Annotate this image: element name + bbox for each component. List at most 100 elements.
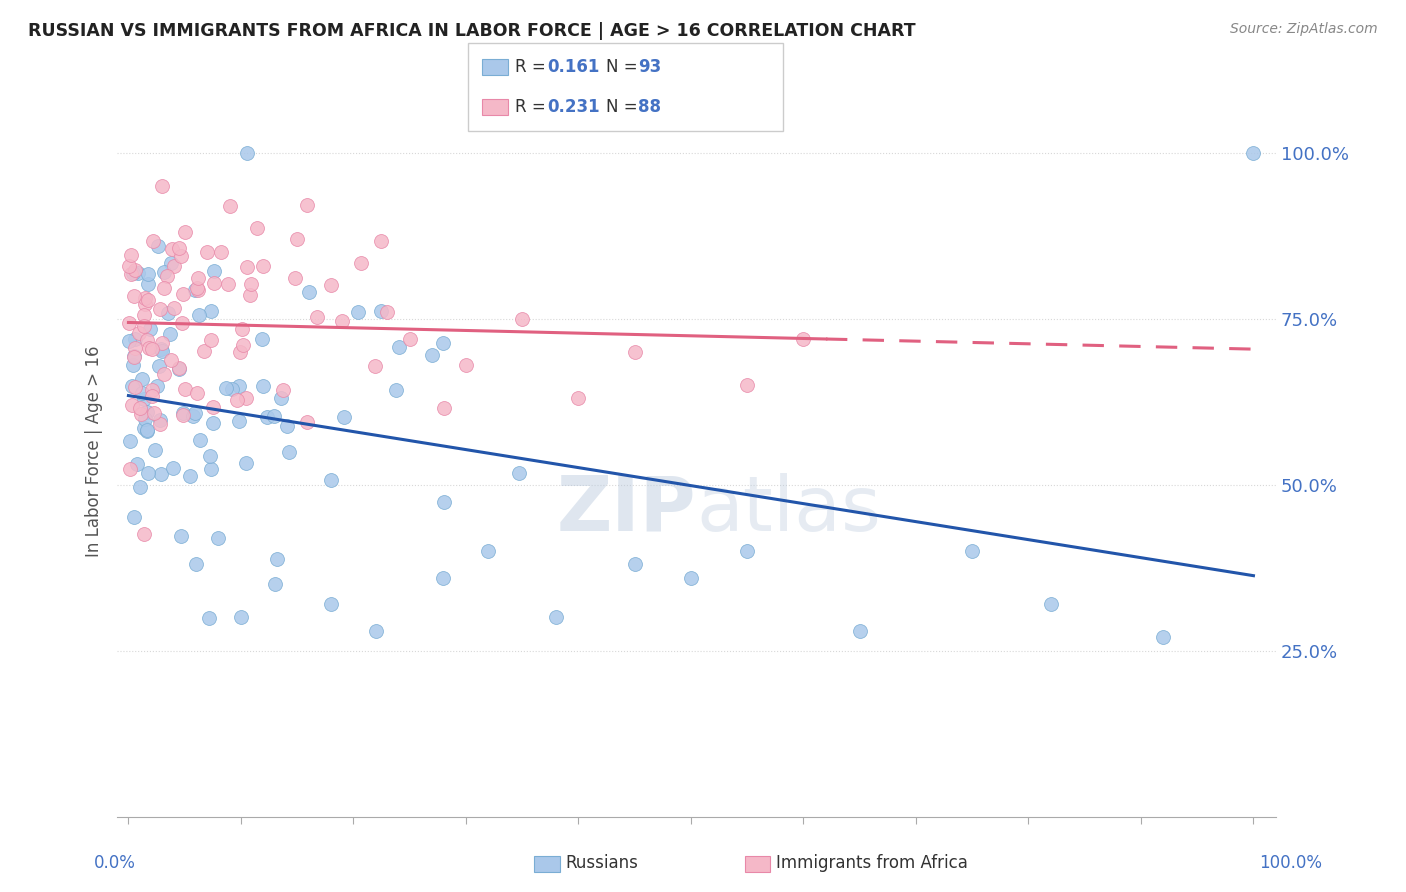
Point bbox=[187, 308, 209, 322]
Point bbox=[510, 311, 533, 326]
Point bbox=[136, 293, 159, 307]
Point bbox=[150, 178, 173, 193]
Point bbox=[135, 424, 157, 438]
Point bbox=[186, 281, 208, 295]
Point bbox=[128, 326, 150, 341]
Point bbox=[623, 344, 645, 359]
Point bbox=[215, 381, 238, 395]
Point bbox=[122, 510, 145, 524]
Point bbox=[148, 412, 170, 426]
Point bbox=[433, 494, 456, 508]
Point bbox=[150, 343, 173, 357]
Point bbox=[120, 248, 142, 262]
Point bbox=[200, 333, 222, 347]
Point bbox=[432, 570, 454, 584]
Point bbox=[146, 238, 169, 252]
Point bbox=[544, 610, 567, 624]
Point bbox=[152, 335, 174, 350]
Point bbox=[169, 362, 191, 376]
Point bbox=[184, 558, 207, 572]
Point bbox=[160, 242, 183, 256]
Point bbox=[385, 384, 408, 398]
Point bbox=[172, 406, 194, 420]
Point bbox=[228, 414, 250, 428]
Point bbox=[201, 416, 224, 430]
Point bbox=[217, 277, 239, 291]
Point bbox=[150, 467, 173, 481]
Point bbox=[172, 316, 194, 330]
Point bbox=[187, 283, 209, 297]
Point bbox=[229, 345, 252, 359]
Point bbox=[118, 260, 141, 274]
Point bbox=[1152, 630, 1174, 644]
Point bbox=[202, 277, 225, 291]
Point bbox=[121, 267, 143, 281]
Point bbox=[183, 406, 205, 420]
Point bbox=[187, 271, 209, 285]
Point bbox=[202, 400, 225, 414]
Point bbox=[149, 417, 172, 431]
Point bbox=[135, 423, 157, 437]
Point bbox=[508, 466, 530, 480]
Point bbox=[198, 611, 221, 625]
Point bbox=[221, 382, 243, 396]
Point bbox=[118, 316, 141, 330]
Point bbox=[184, 283, 207, 297]
Point bbox=[263, 409, 285, 424]
Point bbox=[134, 411, 156, 425]
Point bbox=[138, 277, 160, 291]
Point bbox=[567, 392, 589, 406]
Point bbox=[124, 263, 146, 277]
Text: atlas: atlas bbox=[696, 473, 882, 547]
Point bbox=[129, 480, 152, 494]
Point bbox=[433, 401, 456, 416]
Point bbox=[307, 310, 329, 324]
Text: RUSSIAN VS IMMIGRANTS FROM AFRICA IN LABOR FORCE | AGE > 16 CORRELATION CHART: RUSSIAN VS IMMIGRANTS FROM AFRICA IN LAB… bbox=[28, 22, 915, 40]
Point bbox=[735, 544, 758, 558]
Point bbox=[256, 409, 278, 424]
Point bbox=[454, 358, 477, 372]
Point bbox=[236, 145, 259, 160]
Point bbox=[1039, 597, 1062, 611]
Point bbox=[159, 352, 181, 367]
Point bbox=[364, 624, 387, 638]
Point bbox=[388, 340, 411, 354]
Point bbox=[153, 280, 176, 294]
Point bbox=[136, 267, 159, 281]
Point bbox=[207, 531, 229, 545]
Point bbox=[270, 391, 292, 405]
Text: 88: 88 bbox=[638, 98, 661, 116]
Point bbox=[792, 332, 814, 346]
Point bbox=[186, 386, 208, 401]
Point bbox=[150, 344, 173, 359]
Point bbox=[623, 558, 645, 572]
Point bbox=[195, 245, 218, 260]
Point bbox=[141, 389, 163, 403]
Point bbox=[319, 597, 342, 611]
Point bbox=[239, 288, 262, 302]
Point bbox=[124, 349, 146, 363]
Point bbox=[231, 321, 253, 335]
Point bbox=[149, 301, 172, 316]
Point bbox=[118, 334, 141, 349]
Point bbox=[122, 289, 145, 303]
Point bbox=[200, 461, 222, 475]
Point bbox=[477, 544, 499, 558]
Point bbox=[432, 336, 454, 351]
Point bbox=[127, 266, 149, 280]
Point bbox=[157, 305, 180, 319]
Text: 0.161: 0.161 bbox=[547, 59, 599, 77]
Point bbox=[250, 332, 273, 346]
Point bbox=[142, 406, 165, 420]
Point bbox=[848, 624, 870, 638]
Point bbox=[139, 322, 162, 336]
Point bbox=[284, 270, 307, 285]
Point bbox=[235, 456, 257, 470]
Point bbox=[172, 408, 194, 422]
Point bbox=[193, 344, 215, 359]
Point bbox=[679, 570, 702, 584]
Point bbox=[135, 405, 157, 419]
Point bbox=[188, 433, 211, 447]
Point bbox=[370, 234, 392, 248]
Point bbox=[218, 199, 240, 213]
